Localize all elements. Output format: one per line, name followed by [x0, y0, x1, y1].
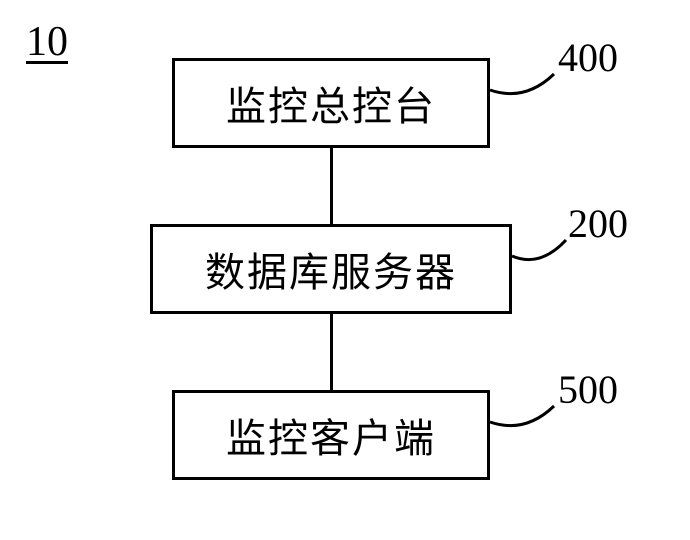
callout-client-path	[490, 406, 554, 426]
connector-0	[330, 148, 333, 224]
ref-label-console: 400	[558, 34, 618, 81]
ref-label-db-server: 200	[568, 200, 628, 247]
node-client: 监控客户端	[172, 390, 490, 480]
callout-console-path	[490, 74, 554, 94]
node-console: 监控总控台	[172, 58, 490, 148]
ref-label-client: 500	[558, 366, 618, 413]
node-db-server-label: 数据库服务器	[205, 240, 457, 298]
node-client-label: 监控客户端	[226, 406, 436, 464]
callout-db-server-path	[512, 240, 566, 260]
node-console-label: 监控总控台	[226, 74, 436, 132]
figure-number: 10	[26, 18, 68, 66]
connector-1	[330, 314, 333, 390]
node-db-server: 数据库服务器	[150, 224, 512, 314]
diagram-canvas: 10 监控总控台 400 数据库服务器 200 监控客户端 500	[0, 0, 690, 540]
